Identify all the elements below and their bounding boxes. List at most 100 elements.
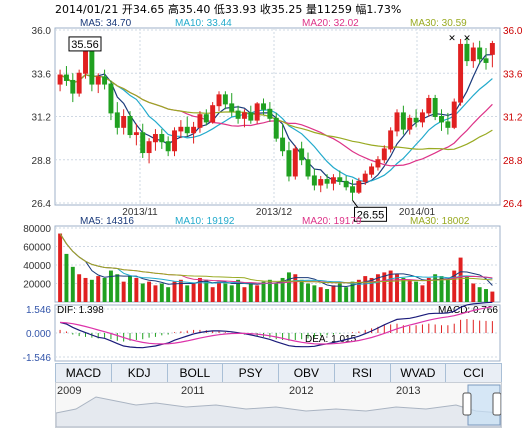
navigator-svg bbox=[56, 384, 501, 427]
header-quote: 2014/01/21 开34.65 高35.40 低33.93 收35.25 量… bbox=[55, 1, 401, 17]
volume-bar bbox=[280, 277, 285, 302]
candle-body bbox=[235, 110, 241, 119]
tab-wvad[interactable]: WVAD bbox=[391, 364, 447, 382]
candle-body bbox=[419, 112, 425, 123]
volume-ma-label: MA30: 18002 bbox=[410, 216, 470, 227]
candle-body bbox=[70, 79, 76, 94]
header-volume-label: 量 bbox=[305, 3, 317, 16]
volume-bar bbox=[210, 287, 215, 302]
volume-bar bbox=[325, 289, 330, 302]
candle-body bbox=[152, 134, 158, 143]
volume-bar bbox=[306, 283, 310, 302]
volume-bar bbox=[267, 279, 272, 302]
price-y-tick-left: 36.0 bbox=[32, 26, 52, 37]
volume-bar bbox=[197, 277, 202, 302]
volume-bar bbox=[147, 281, 152, 302]
time-navigator[interactable]: 2009 2011 2012 2013 bbox=[55, 382, 502, 428]
candle-body bbox=[350, 186, 355, 193]
price-y-tick-right: 33.6 bbox=[503, 69, 523, 80]
volume-bar bbox=[236, 279, 241, 302]
tab-psy[interactable]: PSY bbox=[223, 364, 279, 382]
volume-bar bbox=[464, 276, 469, 302]
volume-ma-label: MA20: 19179 bbox=[302, 216, 362, 227]
volume-bar bbox=[166, 287, 171, 302]
header-open: 34.65 bbox=[132, 3, 165, 16]
volume-bar bbox=[452, 270, 457, 302]
volume-bar bbox=[407, 279, 412, 302]
candle-body bbox=[292, 148, 298, 177]
candle-body bbox=[241, 112, 247, 119]
candle-body bbox=[229, 103, 235, 112]
candle-body bbox=[95, 76, 101, 85]
marker-x-icon: ✕ bbox=[463, 33, 471, 43]
price-y-tick-left: 31.2 bbox=[32, 113, 52, 124]
volume-bar bbox=[426, 277, 431, 302]
candle-body bbox=[299, 148, 305, 161]
candle-body bbox=[172, 130, 177, 152]
volume-bar bbox=[140, 283, 145, 302]
candle-body bbox=[413, 117, 419, 123]
marker-x-icon: ✕ bbox=[448, 33, 456, 43]
tab-macd[interactable]: MACD bbox=[56, 364, 112, 382]
volume-bar bbox=[178, 279, 183, 302]
volume-bar bbox=[274, 283, 279, 302]
volume-bar bbox=[128, 276, 132, 302]
volume-bar bbox=[58, 233, 63, 302]
candle-body bbox=[114, 112, 120, 128]
volume-bar bbox=[433, 274, 438, 302]
volume-bar bbox=[217, 281, 221, 302]
candle-body bbox=[324, 179, 330, 184]
price-y-tick-left: 26.4 bbox=[32, 199, 52, 210]
volume-bar bbox=[70, 266, 75, 302]
navigator-left-handle[interactable] bbox=[462, 392, 472, 416]
chart-svg[interactable]: 36.0 36.0 33.6 33.6 31.2 31.2 28.8 28.8 26.4 26.4… bbox=[0, 0, 530, 362]
candle-body bbox=[248, 112, 254, 121]
candle-body bbox=[451, 101, 457, 128]
macd-value-label: MACD: 0.766 bbox=[438, 305, 498, 316]
tab-obv[interactable]: OBV bbox=[279, 364, 335, 382]
candle-body bbox=[362, 173, 368, 182]
candle-body bbox=[121, 116, 127, 128]
navigator-right-handle[interactable] bbox=[492, 392, 501, 416]
volume-y-tick: 80000 bbox=[23, 224, 51, 235]
candle-body bbox=[254, 103, 260, 121]
header-change-label: 幅 bbox=[355, 3, 367, 16]
volume-bar bbox=[248, 283, 253, 302]
candle-body bbox=[210, 105, 216, 123]
volume-bar bbox=[395, 274, 399, 302]
volume-bar bbox=[344, 287, 349, 302]
candle-body bbox=[140, 132, 146, 154]
volume-bar bbox=[102, 277, 107, 302]
volume-bar bbox=[96, 276, 101, 302]
tab-rsi[interactable]: RSI bbox=[335, 364, 391, 382]
macd-y-tick: 0.000 bbox=[26, 329, 51, 340]
volume-bar bbox=[445, 279, 450, 302]
high-callout-box bbox=[68, 36, 102, 52]
indicator-tabs: MACD KDJ BOLL PSY OBV RSI WVAD CCI bbox=[55, 363, 502, 383]
candle-body bbox=[165, 141, 171, 152]
candle-body bbox=[267, 108, 273, 119]
volume-bar bbox=[312, 285, 317, 302]
macd-dea-line bbox=[60, 306, 493, 345]
volume-bar bbox=[153, 285, 158, 302]
tab-cci[interactable]: CCI bbox=[463, 366, 484, 380]
header-high: 35.40 bbox=[178, 3, 211, 16]
macd-y-tick: -1.546 bbox=[23, 353, 52, 362]
tab-kdj[interactable]: KDJ bbox=[112, 364, 168, 382]
volume-bar bbox=[471, 283, 476, 302]
candle-body bbox=[369, 166, 375, 175]
volume-bar bbox=[369, 277, 374, 302]
candle-body bbox=[330, 177, 336, 184]
macd-y-tick: 1.546 bbox=[26, 305, 51, 316]
candle-body bbox=[470, 47, 476, 62]
candle-body bbox=[108, 83, 114, 114]
header-date: 2014/01/21 bbox=[55, 3, 119, 16]
candle-body bbox=[318, 179, 324, 186]
candle-body bbox=[184, 126, 190, 134]
price-x-tick: 2013/11 bbox=[122, 207, 158, 218]
volume-bar bbox=[77, 274, 82, 302]
candle-body bbox=[464, 43, 470, 62]
volume-bar bbox=[414, 281, 419, 302]
tab-boll[interactable]: BOLL bbox=[168, 364, 224, 382]
header-low: 33.93 bbox=[224, 3, 257, 16]
